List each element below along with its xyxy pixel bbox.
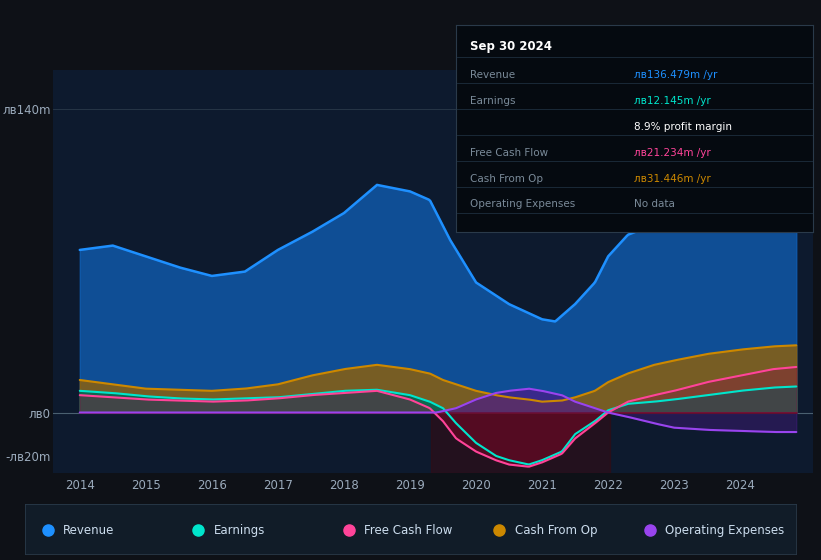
Text: Revenue: Revenue bbox=[63, 524, 115, 536]
Text: лв12.145m /yr: лв12.145m /yr bbox=[635, 96, 711, 106]
Text: Sep 30 2024: Sep 30 2024 bbox=[470, 40, 552, 53]
Text: лв31.446m /yr: лв31.446m /yr bbox=[635, 174, 711, 184]
Text: Free Cash Flow: Free Cash Flow bbox=[365, 524, 452, 536]
Text: лв136.479m /yr: лв136.479m /yr bbox=[635, 70, 718, 80]
Text: Operating Expenses: Operating Expenses bbox=[470, 199, 576, 209]
Text: лв21.234m /yr: лв21.234m /yr bbox=[635, 148, 711, 157]
Text: Earnings: Earnings bbox=[470, 96, 516, 106]
Text: Revenue: Revenue bbox=[470, 70, 515, 80]
Text: Free Cash Flow: Free Cash Flow bbox=[470, 148, 548, 157]
Bar bbox=[431, 413, 610, 473]
Text: 8.9% profit margin: 8.9% profit margin bbox=[635, 122, 732, 132]
Text: No data: No data bbox=[635, 199, 675, 209]
Text: Earnings: Earnings bbox=[213, 524, 265, 536]
Text: Operating Expenses: Operating Expenses bbox=[665, 524, 784, 536]
Text: Cash From Op: Cash From Op bbox=[470, 174, 543, 184]
Text: Cash From Op: Cash From Op bbox=[515, 524, 597, 536]
